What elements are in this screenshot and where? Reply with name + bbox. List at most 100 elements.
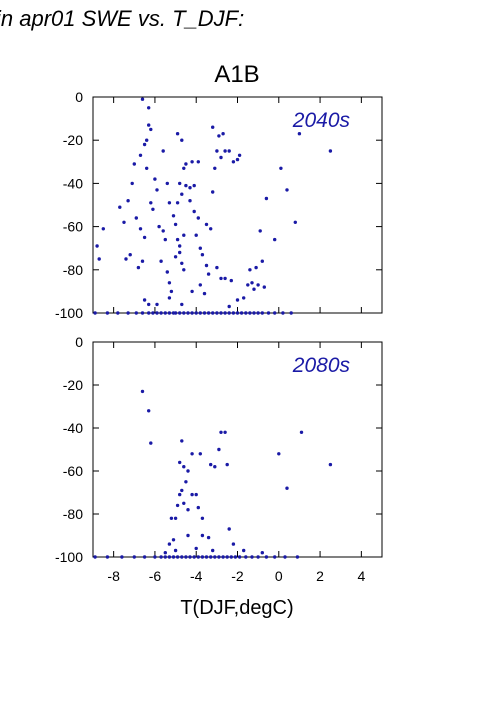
data-point [209, 555, 213, 559]
data-point [196, 216, 200, 220]
x-tick-label: 4 [357, 568, 365, 584]
y-tick-label: -80 [63, 262, 83, 278]
data-point [147, 409, 151, 413]
data-point [95, 244, 99, 248]
data-point [209, 227, 213, 231]
data-point [101, 227, 106, 231]
data-point [250, 555, 254, 559]
data-point [215, 149, 219, 153]
y-tick-label: -60 [63, 219, 83, 235]
data-point [252, 311, 256, 315]
data-point [285, 486, 289, 490]
data-point [180, 439, 184, 443]
y-tick-label: -80 [63, 506, 83, 522]
data-point [147, 302, 151, 307]
data-point [283, 555, 287, 559]
data-point [161, 149, 165, 153]
data-point [167, 542, 172, 546]
data-point [198, 246, 202, 250]
data-point [151, 311, 155, 315]
data-point [180, 488, 184, 493]
data-point [266, 311, 271, 315]
data-point [186, 508, 190, 512]
data-point [202, 291, 207, 296]
data-point [130, 181, 134, 186]
data-point [175, 237, 180, 242]
data-point [163, 311, 167, 315]
data-point [93, 311, 97, 315]
y-tick-label: -100 [55, 305, 83, 321]
data-point [285, 188, 289, 192]
data-point [295, 555, 300, 559]
data-point [209, 462, 213, 467]
data-point [186, 311, 190, 315]
data-point [140, 311, 145, 315]
x-tick-label: 0 [275, 568, 283, 584]
data-point [206, 272, 211, 276]
data-point [134, 311, 138, 315]
data-point [171, 538, 176, 542]
data-point [105, 311, 110, 315]
data-point [163, 555, 167, 559]
y-tick-label: -20 [63, 132, 83, 148]
data-point [198, 283, 202, 287]
data-point [273, 311, 277, 315]
data-point [231, 542, 236, 546]
data-point [273, 555, 277, 559]
x-tick-label: -4 [190, 568, 203, 584]
data-point [159, 311, 163, 315]
data-point [299, 430, 304, 434]
x-tick-label: -6 [149, 568, 162, 584]
data-point [132, 162, 136, 166]
data-point [178, 244, 182, 248]
y-tick-label: -20 [63, 377, 83, 393]
data-point [244, 311, 248, 315]
data-point [213, 555, 217, 559]
data-point [167, 555, 172, 559]
data-point [219, 155, 223, 160]
data-point [225, 462, 229, 467]
data-point [142, 555, 147, 559]
data-point [192, 209, 196, 214]
data-point [161, 229, 165, 233]
scatter-panels: 0-20-40-60-80-1002040s0-20-40-60-80-100-… [55, 89, 383, 584]
data-point [169, 289, 174, 294]
data-point [248, 311, 252, 315]
data-point [184, 555, 188, 559]
data-point [233, 555, 238, 559]
data-point [219, 430, 223, 434]
x-tick-label: -8 [107, 568, 120, 584]
data-point [186, 469, 190, 473]
data-point [211, 548, 215, 553]
data-point [235, 298, 240, 302]
data-point [219, 276, 223, 281]
data-point [277, 452, 281, 456]
data-point [297, 132, 302, 136]
y-tick-label: -100 [55, 549, 83, 565]
data-point [182, 311, 186, 315]
data-point [188, 199, 192, 203]
data-point [200, 516, 205, 520]
data-point [202, 311, 207, 315]
data-point [258, 229, 262, 233]
data-point [142, 235, 147, 240]
data-point [198, 311, 202, 315]
data-point [178, 492, 182, 497]
data-point [196, 505, 200, 510]
data-point [215, 265, 219, 270]
data-point [211, 190, 215, 194]
data-point [217, 555, 221, 559]
data-point [159, 259, 163, 263]
data-point [140, 389, 145, 394]
data-point [204, 222, 209, 227]
data-point [97, 257, 101, 261]
data-point [184, 480, 188, 484]
data-point [260, 311, 264, 315]
data-point [178, 250, 182, 255]
page-heading: in apr01 SWE vs. T_DJF: [0, 6, 244, 31]
data-point [190, 311, 194, 315]
data-point [182, 233, 186, 237]
data-point [173, 548, 178, 553]
data-point [120, 555, 124, 559]
data-point [145, 166, 149, 170]
